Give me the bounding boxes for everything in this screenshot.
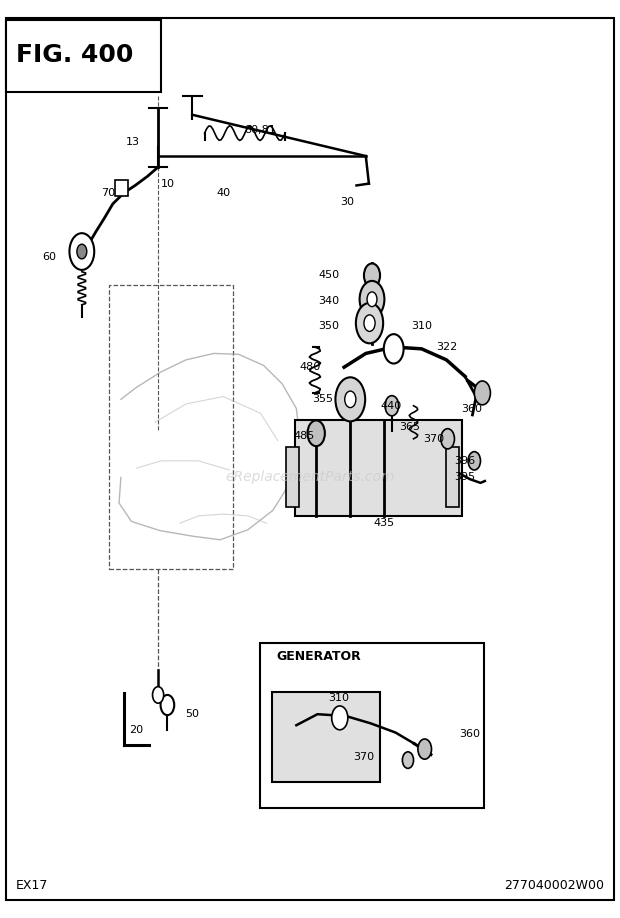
Text: EX17: EX17 — [16, 879, 48, 892]
Text: 20: 20 — [130, 725, 143, 734]
Text: 350: 350 — [318, 321, 339, 330]
Bar — [294, 420, 462, 516]
Text: 50: 50 — [185, 710, 199, 719]
Bar — [286, 447, 299, 507]
Circle shape — [161, 695, 174, 715]
Bar — [6, 20, 161, 92]
Circle shape — [335, 377, 365, 421]
Text: 70: 70 — [102, 188, 115, 197]
Text: 30: 30 — [340, 197, 354, 207]
Text: 13: 13 — [126, 138, 140, 147]
Text: 310: 310 — [411, 321, 432, 330]
Text: GENERATOR: GENERATOR — [276, 650, 361, 663]
Circle shape — [69, 233, 94, 270]
Text: 322: 322 — [436, 342, 457, 352]
Bar — [446, 447, 459, 507]
Text: 10: 10 — [161, 179, 174, 188]
Circle shape — [468, 452, 481, 470]
Text: 355: 355 — [312, 395, 333, 404]
Text: 60: 60 — [43, 252, 56, 262]
Text: 360: 360 — [459, 730, 480, 739]
Circle shape — [332, 706, 348, 730]
Circle shape — [308, 420, 325, 446]
Text: 485: 485 — [293, 431, 314, 441]
Text: 370: 370 — [423, 434, 445, 443]
Text: 395: 395 — [454, 473, 476, 482]
Text: 277040002W00: 277040002W00 — [505, 879, 604, 892]
Circle shape — [364, 263, 380, 287]
Circle shape — [153, 687, 164, 703]
Circle shape — [418, 739, 432, 759]
Text: 80,81: 80,81 — [244, 126, 277, 135]
Circle shape — [402, 752, 414, 768]
Bar — [115, 180, 128, 196]
Text: 450: 450 — [318, 271, 339, 280]
Text: eReplacementParts.com: eReplacementParts.com — [225, 470, 395, 485]
Text: 40: 40 — [216, 188, 230, 197]
Circle shape — [360, 281, 384, 318]
Circle shape — [384, 334, 404, 364]
Circle shape — [474, 381, 490, 405]
Text: FIG. 400: FIG. 400 — [16, 43, 133, 67]
Text: 440: 440 — [380, 401, 401, 410]
Text: 360: 360 — [461, 404, 482, 413]
Circle shape — [441, 429, 454, 449]
Bar — [260, 643, 484, 808]
Circle shape — [77, 244, 87, 259]
Bar — [272, 692, 380, 782]
Text: 480: 480 — [299, 363, 321, 372]
Text: 365: 365 — [399, 422, 420, 431]
Text: 370: 370 — [353, 753, 374, 762]
Bar — [108, 285, 232, 569]
Circle shape — [356, 303, 383, 343]
Circle shape — [385, 396, 399, 416]
Circle shape — [367, 292, 377, 307]
Text: 435: 435 — [374, 519, 395, 528]
Circle shape — [345, 391, 356, 408]
Text: 340: 340 — [318, 297, 339, 306]
Circle shape — [364, 315, 375, 331]
Text: 396: 396 — [454, 456, 476, 465]
Text: 310: 310 — [329, 693, 350, 702]
